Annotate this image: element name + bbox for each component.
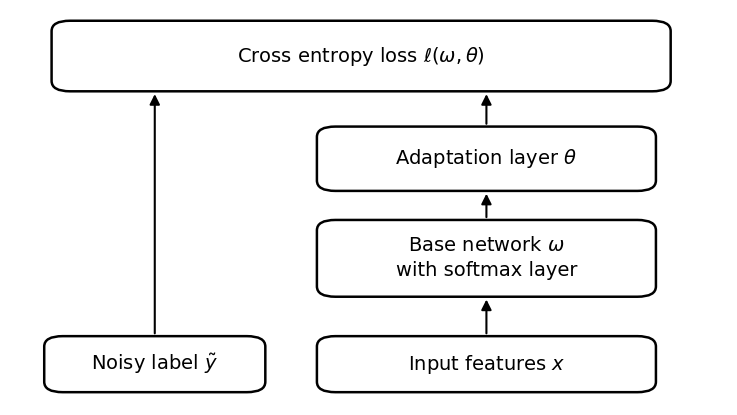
- Text: Base network $\omega$
with softmax layer: Base network $\omega$ with softmax layer: [396, 236, 577, 280]
- Text: Cross entropy loss $\ell(\omega, \theta)$: Cross entropy loss $\ell(\omega, \theta)…: [237, 44, 485, 68]
- FancyBboxPatch shape: [52, 21, 671, 91]
- FancyBboxPatch shape: [317, 220, 656, 297]
- Text: Input features $x$: Input features $x$: [408, 353, 565, 376]
- FancyBboxPatch shape: [317, 127, 656, 191]
- FancyBboxPatch shape: [317, 336, 656, 392]
- Text: Adaptation layer $\theta$: Adaptation layer $\theta$: [396, 147, 577, 170]
- FancyBboxPatch shape: [44, 336, 265, 392]
- Text: Noisy label $\tilde{y}$: Noisy label $\tilde{y}$: [91, 352, 218, 376]
